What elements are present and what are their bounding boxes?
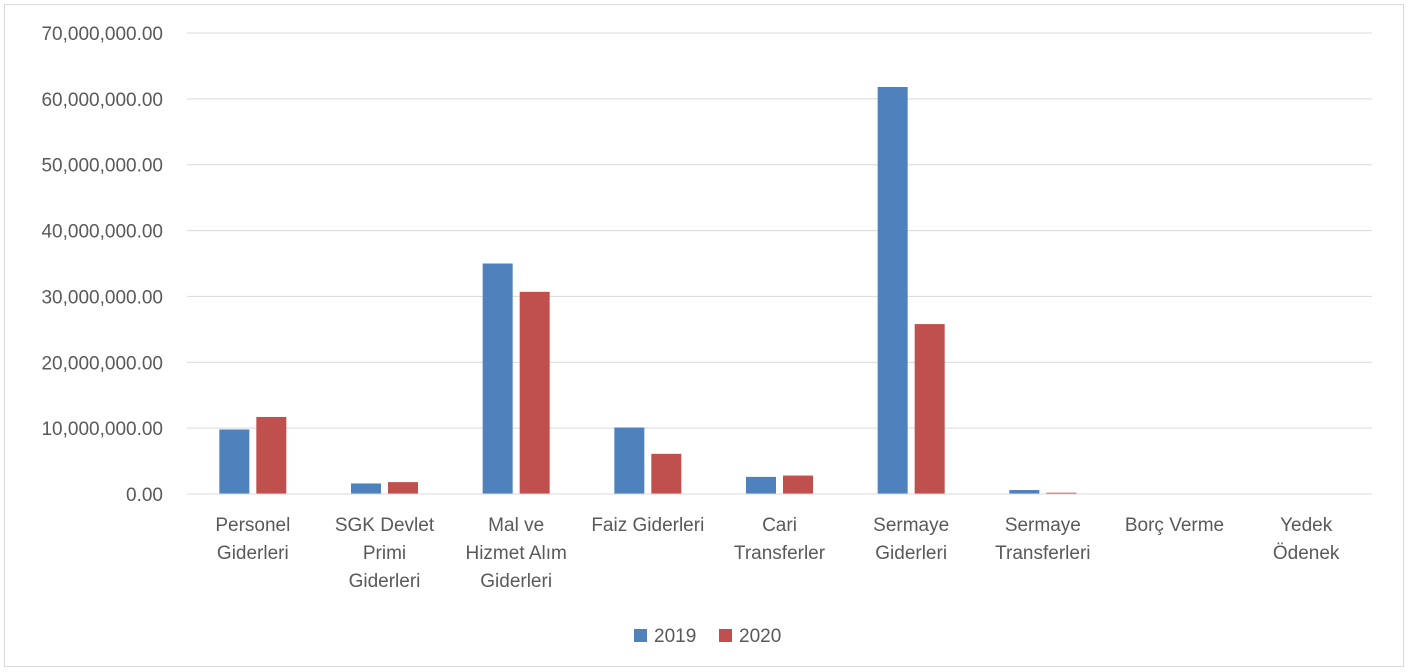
gridlines: [187, 32, 1372, 429]
y-tick-label: 30,000,000.00: [41, 287, 163, 308]
x-tick-label: Giderleri: [480, 571, 552, 592]
bars: [219, 87, 1077, 494]
legend: 2019 2020: [634, 626, 781, 647]
x-tick-label: SGK Devlet: [335, 515, 435, 536]
x-tick-label: Primi: [363, 543, 406, 564]
x-tick-label: Transferleri: [995, 543, 1090, 564]
y-tick-label: 0.00: [126, 485, 163, 506]
chart-frame: [4, 4, 1404, 667]
x-axis-labels: Personel Giderleri SGK Devlet Primi Giderler…: [215, 515, 1340, 592]
y-tick-label: 20,000,000.00: [41, 353, 163, 374]
legend-label: 2020: [739, 626, 781, 647]
y-tick-label: 70,000,000.00: [41, 24, 163, 45]
bar-2020-0: [256, 416, 287, 494]
bar-2020-1: [388, 482, 418, 494]
bar-2019-1: [351, 483, 381, 494]
x-tick-label: Hizmet Alım: [465, 543, 566, 564]
bar-2019-5: [877, 87, 908, 494]
y-tick-label: 50,000,000.00: [41, 156, 163, 177]
legend-label: 2019: [654, 626, 696, 647]
bar-2019-6: [1009, 490, 1040, 494]
x-tick-label: Sermaye: [1005, 515, 1081, 536]
bar-2020-4: [783, 475, 813, 494]
bar-2019-2: [482, 263, 513, 494]
bar-2020-3: [651, 453, 682, 494]
bar-2020-6: [1046, 492, 1077, 494]
y-tick-label: 10,000,000.00: [41, 419, 163, 440]
x-tick-label: Yedek: [1280, 515, 1333, 536]
x-tick-label: Borç Verme: [1125, 515, 1224, 536]
x-tick-label: Giderleri: [875, 543, 947, 564]
x-tick-label: Cari: [762, 515, 797, 536]
x-tick-label: Faiz Giderleri: [591, 515, 704, 536]
x-tick-label: Mal ve: [488, 515, 544, 536]
bar-2019-0: [219, 429, 250, 494]
bar-2019-3: [614, 427, 645, 494]
x-tick-label: Personel: [215, 515, 290, 536]
x-tick-label: Ödenek: [1273, 543, 1340, 564]
y-tick-label: 40,000,000.00: [41, 222, 163, 243]
legend-swatch-2019: [634, 629, 647, 642]
x-tick-label: Sermaye: [873, 515, 949, 536]
x-tick-label: Giderleri: [217, 543, 289, 564]
y-tick-label: 60,000,000.00: [41, 90, 163, 111]
bar-2020-5: [914, 324, 945, 494]
bar-2019-4: [746, 476, 776, 494]
legend-swatch-2020: [719, 629, 732, 642]
y-axis-ticks: 0.00 10,000,000.00 20,000,000.00 30,000,000…: [41, 24, 163, 506]
x-tick-label: Giderleri: [349, 571, 421, 592]
x-tick-label: Transferler: [734, 543, 826, 564]
bar-2020-2: [519, 291, 550, 494]
